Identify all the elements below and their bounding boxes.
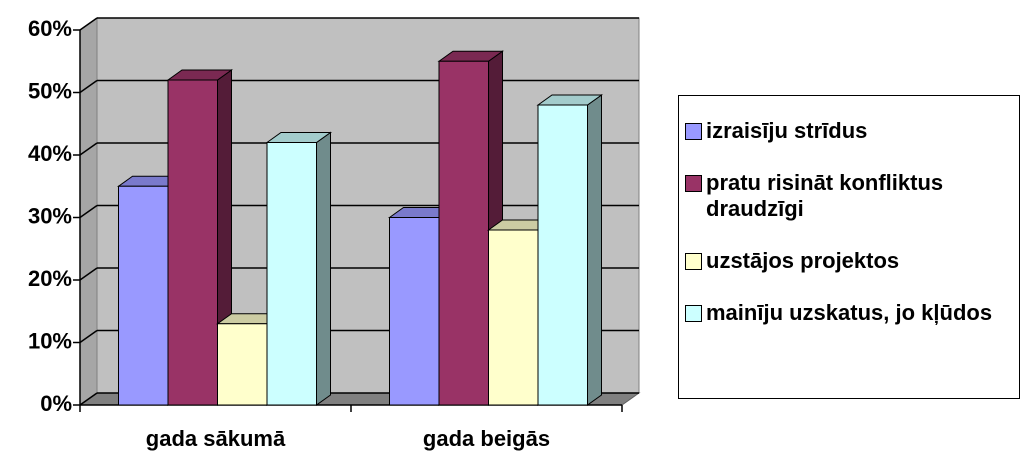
y-tick-label: 60% bbox=[28, 16, 72, 41]
grid-line bbox=[79, 142, 98, 156]
grid-line bbox=[79, 204, 98, 219]
legend-item: pratu risināt konfliktus draudzīgi bbox=[685, 170, 1019, 222]
grid-line bbox=[79, 17, 98, 31]
bar-side bbox=[587, 94, 602, 406]
bar bbox=[389, 217, 440, 406]
legend-label: izraisīju strīdus bbox=[706, 118, 868, 143]
bar bbox=[537, 104, 588, 406]
legend-swatch bbox=[685, 123, 702, 140]
bar bbox=[167, 79, 218, 406]
bar bbox=[217, 323, 268, 406]
legend-item: izraisīju strīdus bbox=[685, 118, 1019, 144]
y-tick-label: 20% bbox=[28, 266, 72, 291]
legend-label: mainīju uzskatus, jo kļūdos bbox=[706, 300, 993, 325]
y-tick-label: 10% bbox=[28, 328, 72, 353]
legend-label: pratu risināt konfliktus draudzīgi bbox=[706, 170, 944, 221]
x-tick-label: gada sākumā bbox=[146, 426, 286, 451]
y-tick-label: 50% bbox=[28, 78, 72, 103]
legend-swatch bbox=[685, 305, 702, 322]
grid-line bbox=[79, 267, 98, 281]
bar bbox=[488, 229, 539, 406]
legend-label: uzstājos projektos bbox=[706, 248, 900, 273]
y-tick-label: 40% bbox=[28, 141, 72, 166]
legend-swatch bbox=[685, 253, 702, 270]
bar bbox=[266, 142, 317, 406]
grid-line bbox=[79, 392, 98, 406]
bar bbox=[118, 185, 169, 406]
legend-swatch bbox=[685, 175, 702, 192]
bar bbox=[438, 60, 489, 406]
grid-line bbox=[79, 329, 98, 344]
legend: izraisīju strīdus pratu risināt konfliktu… bbox=[678, 95, 1020, 399]
grid-line bbox=[79, 79, 98, 94]
legend-item: uzstājos projektos bbox=[685, 248, 1019, 274]
x-tick-label: gada beigās bbox=[423, 426, 550, 451]
legend-item: mainīju uzskatus, jo kļūdos bbox=[685, 300, 1019, 326]
y-tick-label: 30% bbox=[28, 203, 72, 228]
bar-side bbox=[316, 131, 331, 406]
y-tick-label: 0% bbox=[40, 391, 72, 416]
